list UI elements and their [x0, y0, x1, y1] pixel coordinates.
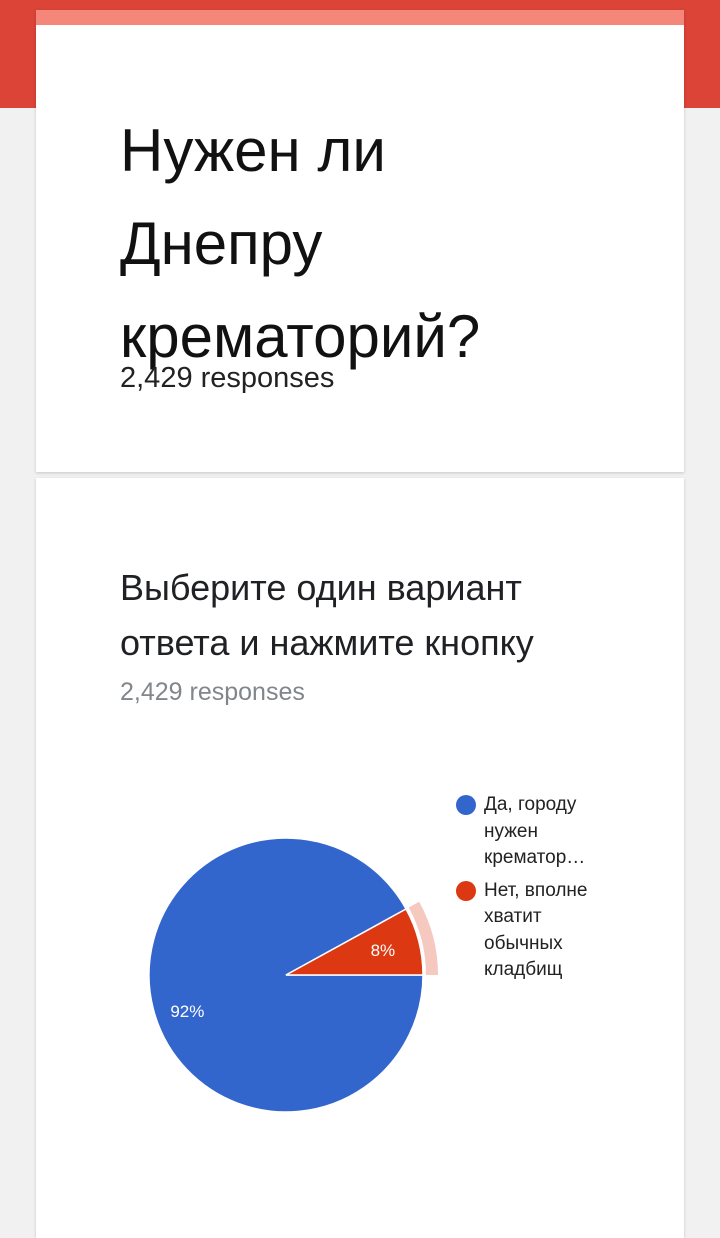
data-label-no: 8% — [371, 941, 396, 960]
pie-slice-no[interactable] — [285, 907, 424, 976]
legend-label-line: нужен — [484, 820, 538, 842]
question-response-count: 2,429 responses — [120, 678, 305, 706]
legend-item-yes[interactable]: Да, городу нужен крематор… — [456, 792, 626, 872]
header-accent-bar — [36, 10, 684, 25]
legend-label-line: Да, городу — [484, 794, 577, 815]
legend-label-line: Нет, вполне — [484, 879, 588, 901]
legend-label-line: хватит — [484, 906, 542, 927]
legend-swatch — [456, 880, 476, 901]
form-header-card: Нужен ли Днепру крематорий? 2,429 respon… — [36, 10, 684, 472]
pie-slice-yes[interactable] — [148, 837, 424, 1113]
legend-label-line: обычных — [484, 932, 563, 954]
form-title: Нужен ли Днепру крематорий? — [120, 117, 481, 370]
legend-label-line: крематор… — [484, 847, 586, 868]
question-title: Выберите один вариант ответа и нажмите к… — [120, 567, 534, 663]
question-card: Выберите один вариант ответа и нажмите к… — [36, 478, 684, 1238]
data-label-yes: 92% — [170, 1002, 204, 1021]
chart-legend: Да, городу нужен крематор… Нет, вполне хвати… — [456, 792, 626, 990]
form-response-count: 2,429 responses — [120, 362, 335, 394]
legend-swatch — [456, 795, 476, 815]
pie-slice-highlight — [408, 901, 438, 975]
legend-label-line: кладбищ — [484, 959, 563, 980]
pie-chart: 92% 8% — [148, 837, 438, 1113]
legend-item-no[interactable]: Нет, вполне хватит обычных кладбищ — [456, 878, 626, 984]
